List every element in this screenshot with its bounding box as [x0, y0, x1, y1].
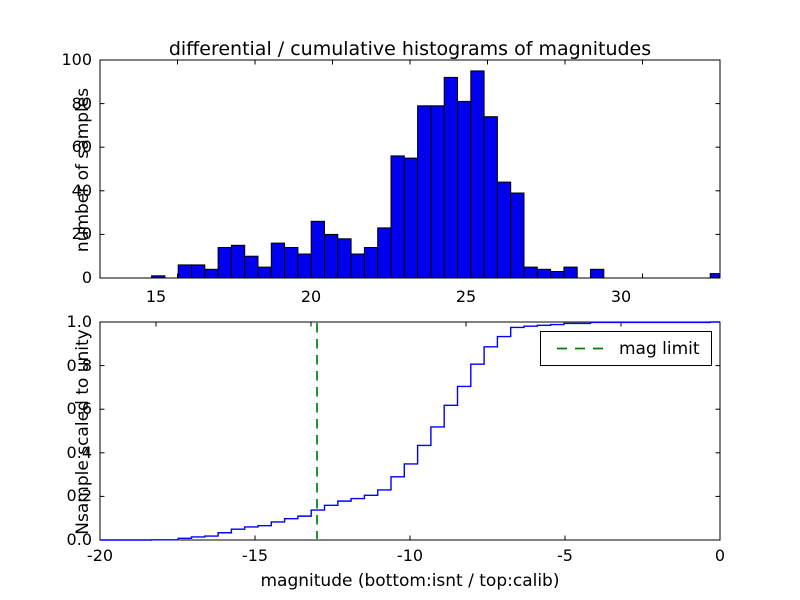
bottom-plot-ytick-label: 0.0: [66, 530, 92, 549]
top-plot-ytick-label: 100: [61, 50, 92, 69]
histogram-bar: [177, 264, 192, 279]
bottom-plot-xtick-label: -20: [86, 546, 114, 565]
histogram-bar: [337, 238, 352, 279]
histogram-bar: [430, 105, 445, 279]
top-plot-ytick-label: 0: [81, 268, 92, 287]
histogram-bar: [536, 268, 552, 279]
cumulative-curve: [100, 321, 720, 541]
calib-tick-label: 20: [300, 287, 322, 306]
histogram-bar: [457, 100, 472, 279]
histogram-bar: [244, 255, 259, 279]
histogram-bar: [297, 253, 312, 279]
histogram-bar: [443, 76, 459, 279]
top-plot-ytick-label: 80: [71, 93, 92, 113]
histogram-bar: [324, 233, 339, 279]
legend-label: mag limit: [619, 338, 700, 359]
calib-tick-label: 25: [455, 287, 477, 306]
histogram-bar: [563, 266, 578, 279]
top-plot-ytick-label: 60: [71, 137, 92, 157]
bottom-plot-xtick-label: 0: [714, 546, 726, 565]
histogram-bar: [217, 247, 232, 279]
bottom-plot-ytick-label: 0.4: [66, 442, 92, 462]
histogram-bar: [403, 157, 419, 279]
histogram-bar: [417, 105, 432, 279]
histogram-bar: [590, 268, 605, 279]
bottom-plot-xtick-label: -10: [396, 546, 424, 565]
histogram-bar: [350, 253, 365, 279]
histogram-bar: [191, 264, 206, 279]
histogram-bar: [230, 244, 246, 279]
histogram-bar: [390, 155, 405, 279]
top-plot-ytick-label: 20: [71, 224, 92, 244]
legend: mag limit: [540, 331, 712, 366]
bottom-plot-ytick-label: 0.6: [66, 399, 92, 419]
histogram-bar: [496, 181, 512, 279]
histogram-bar: [257, 266, 272, 279]
histogram-bar: [270, 242, 286, 279]
histogram-bar: [363, 247, 379, 279]
histogram-bar: [151, 275, 166, 279]
histogram-bar: [310, 220, 326, 279]
histogram-bar: [510, 192, 525, 279]
histogram-bar: [470, 70, 485, 279]
bottom-plot-xtick-label: -15: [241, 546, 269, 565]
histogram-bar: [523, 266, 538, 279]
histogram-bar: [483, 116, 498, 279]
x-axis-label: magnitude (bottom:isnt / top:calib): [260, 571, 560, 591]
top-plot-ytick-label: 40: [71, 180, 92, 200]
legend-line-sample: [557, 347, 611, 350]
bottom-plot-ytick-label: 1.0: [66, 312, 92, 331]
figure-title: differential / cumulative histograms of …: [168, 38, 652, 60]
histogram-bar: [550, 271, 565, 279]
histogram-bar: [204, 268, 219, 279]
bottom-plot-ytick-label: 0.8: [66, 355, 92, 375]
histogram-bar: [709, 273, 721, 279]
bottom-plot-ytick-label: 0.2: [66, 486, 92, 506]
histogram-bar: [377, 227, 392, 279]
bottom-plot-xtick-label: -5: [557, 546, 573, 565]
histogram-bar: [284, 247, 299, 279]
calib-tick-label: 15: [145, 287, 167, 306]
calib-tick-label: 30: [610, 287, 632, 306]
